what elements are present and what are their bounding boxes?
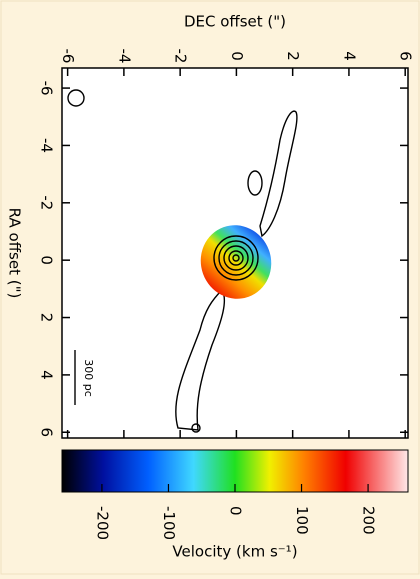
x-tick-label: 4 xyxy=(340,51,358,61)
x-tick-label: -6 xyxy=(59,49,77,64)
y-tick-label: -4 xyxy=(38,138,56,153)
colorbar-tick-label: 200 xyxy=(360,506,378,535)
y-tick-label: -2 xyxy=(38,195,56,210)
y-tick-label: 4 xyxy=(38,370,56,380)
colorbar-tick-label: 0 xyxy=(227,506,245,516)
x-tick-label: 2 xyxy=(284,51,302,61)
y-tick-label: 0 xyxy=(38,255,56,265)
x-tick-label: 6 xyxy=(397,51,415,61)
y-tick-label: 6 xyxy=(38,427,56,437)
colorbar-tick-label: -200 xyxy=(93,506,111,540)
scalebar-label: 300 pc xyxy=(82,359,95,397)
y-axis-title: RA offset (") xyxy=(6,208,24,299)
x-tick-label: -2 xyxy=(172,49,190,64)
x-tick-label: -4 xyxy=(115,49,133,64)
x-tick-label: 0 xyxy=(228,51,246,61)
image xyxy=(67,89,298,433)
y-tick-label: -6 xyxy=(38,81,56,96)
colorbar-tick-label: 100 xyxy=(293,506,311,535)
colorbar-tick-label: -100 xyxy=(160,506,178,540)
x-axis-title: DEC offset (") xyxy=(184,13,286,31)
y-tick-label: 2 xyxy=(38,313,56,323)
colorbar-title: Velocity (km s⁻¹) xyxy=(172,543,297,561)
